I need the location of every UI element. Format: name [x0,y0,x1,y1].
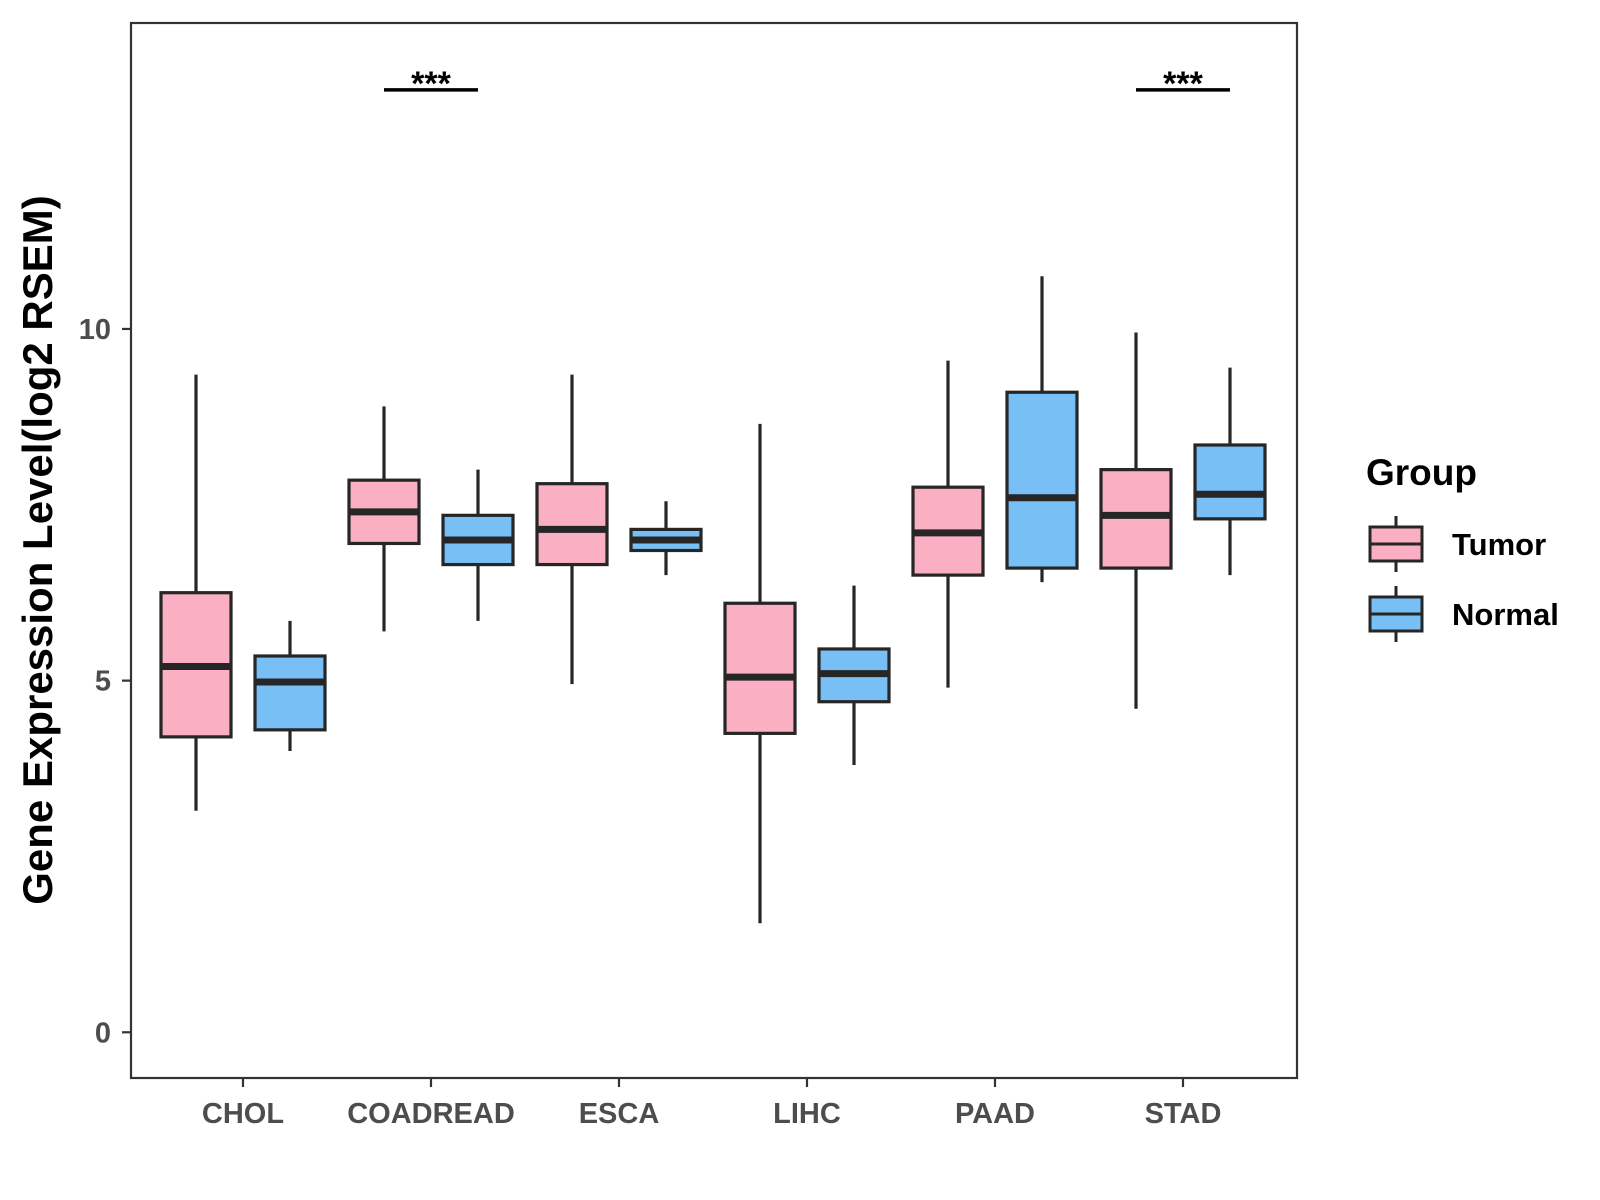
box-body-stad-tumor [1099,468,1173,570]
legend-title: Group [1366,452,1477,493]
significance-label: *** [1163,65,1203,103]
x-tick-label-chol: CHOL [202,1098,284,1130]
box-coadread-normal [441,469,515,621]
legend-item-tumor: Tumor [1368,516,1546,572]
box-body-stad-normal [1193,443,1267,521]
x-tick-label-coadread: COADREAD [347,1098,515,1130]
box-esca-normal [629,501,703,576]
box-chol-tumor [159,374,233,811]
y-tick-label: 0 [95,1017,111,1049]
box-lihc-normal [817,585,891,766]
x-tick-label-esca: ESCA [579,1098,660,1130]
box-lihc-tumor [723,423,797,924]
box-stad-tumor [1099,332,1173,709]
y-tick-label: 10 [79,314,111,346]
significance-annotations: *** *** [384,65,1230,103]
y-axis: 0 5 10 [79,314,131,1049]
boxes-layer [159,276,1267,924]
legend-entries: Tumor Normal [1368,516,1559,642]
significance-stad: *** [1136,65,1230,103]
y-axis-title: Gene Expression Level(log2 RSEM) [14,195,61,905]
significance-coadread: *** [384,65,478,103]
legend-label-normal: Normal [1452,597,1559,632]
box-paad-normal [1005,276,1079,583]
box-stad-normal [1193,367,1267,576]
significance-label: *** [411,65,451,103]
legend-item-normal: Normal [1368,586,1559,642]
y-tick-label: 5 [95,666,111,698]
x-axis: CHOL COADREAD ESCA LIHC PAAD STAD [202,1078,1221,1130]
box-paad-tumor [911,360,985,688]
box-body-lihc-tumor [723,601,797,735]
box-chol-normal [253,620,327,751]
box-body-esca-tumor [535,482,609,567]
box-body-chol-normal [253,654,327,732]
x-tick-label-paad: PAAD [955,1098,1035,1130]
box-esca-tumor [535,374,609,685]
x-tick-label-lihc: LIHC [773,1098,841,1130]
box-body-paad-normal [1005,390,1079,570]
legend: Group Tumor Normal [1366,452,1559,642]
box-coadread-tumor [347,406,421,632]
x-tick-label-stad: STAD [1145,1098,1222,1130]
legend-label-tumor: Tumor [1452,527,1546,562]
